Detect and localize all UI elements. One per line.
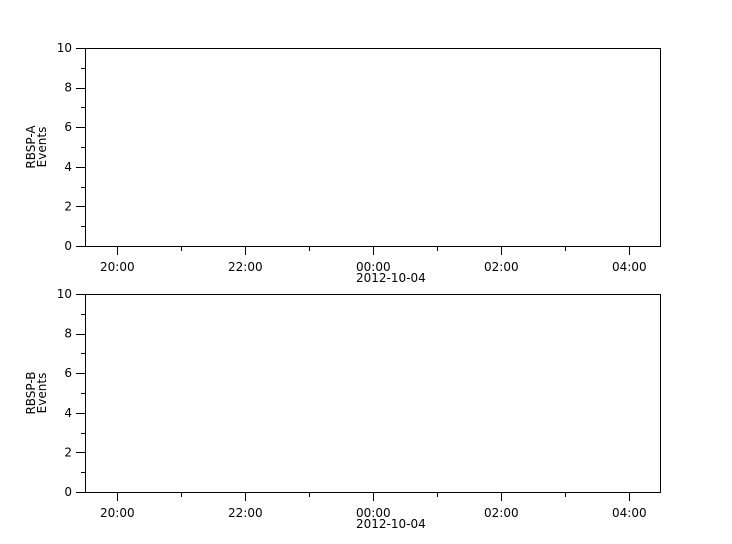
- x-tick-label: 04:00: [612, 506, 647, 520]
- x-date-label: 2012-10-04: [356, 271, 426, 285]
- y-axis-label: Events: [35, 127, 49, 168]
- y-tick-label: 0: [64, 239, 72, 253]
- y-tick-label: 10: [57, 41, 72, 55]
- y-tick-label: 2: [64, 445, 72, 459]
- y-tick-label: 2: [64, 199, 72, 213]
- plot-frame: [85, 48, 661, 247]
- x-tick-label: 20:00: [100, 506, 135, 520]
- plot-frame: [85, 294, 661, 493]
- y-tick-label: 4: [64, 160, 72, 174]
- x-tick-label: 04:00: [612, 260, 647, 274]
- y-tick-label: 6: [64, 366, 72, 380]
- panel-1: 0 2 4 6 8 10 20:00 22:00 00:00 02:00 04:00 2012-10-…: [24, 41, 661, 285]
- y-axis-label: RBSP-A: [24, 125, 38, 169]
- y-axis-label: Events: [35, 373, 49, 414]
- y-axis-label: RBSP-B: [24, 371, 38, 414]
- x-tick-label: 22:00: [228, 506, 263, 520]
- x-tick-label: 02:00: [484, 260, 519, 274]
- x-date-label: 2012-10-04: [356, 517, 426, 531]
- x-tick-label: 02:00: [484, 506, 519, 520]
- panel-2: 0 2 4 6 8 10 20:00 22:00 00:00 02:00 04:00 2012-10-…: [24, 287, 661, 531]
- x-tick-label: 20:00: [100, 260, 135, 274]
- y-tick-label: 0: [64, 485, 72, 499]
- x-tick-label: 00:00: [356, 506, 391, 520]
- x-tick-label: 00:00: [356, 260, 391, 274]
- y-tick-label: 6: [64, 120, 72, 134]
- y-tick-label: 4: [64, 406, 72, 420]
- y-tick-label: 10: [57, 287, 72, 301]
- x-tick-label: 22:00: [228, 260, 263, 274]
- y-tick-label: 8: [64, 327, 72, 341]
- y-tick-label: 8: [64, 81, 72, 95]
